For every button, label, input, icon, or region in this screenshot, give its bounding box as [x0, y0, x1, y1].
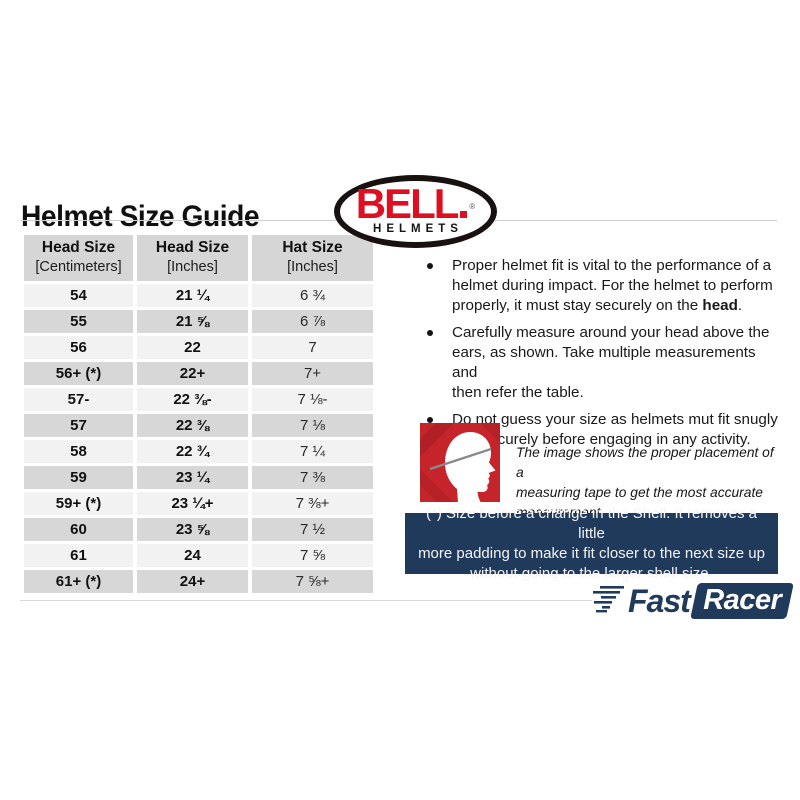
fast-racer-logo-racer: Racer: [703, 584, 782, 616]
column-header-head-size-in: Head Size [Inches]: [137, 235, 248, 281]
head-silhouette-icon: [420, 423, 500, 502]
size-table-cell: 7 ⅝+: [252, 570, 373, 593]
size-table-cell: 55: [24, 310, 133, 333]
bell-logo-subtext: HELMETS: [373, 222, 463, 235]
size-table-cell: 21 ¼: [137, 284, 248, 307]
registered-trademark-icon: ®: [469, 201, 476, 211]
size-table-cell: 7+: [252, 362, 373, 385]
size-table-cell: 61+ (*): [24, 570, 133, 593]
fit-tip-item: Proper helmet fit is vital to the perfor…: [419, 256, 785, 316]
size-table-cell: 57: [24, 414, 133, 437]
size-table-cell: 56: [24, 336, 133, 359]
shell-size-note: (*) Size before a change in the Shell. I…: [405, 505, 778, 582]
bell-logo-wordmark: BELL ®: [355, 179, 476, 227]
size-table-cell: 59: [24, 466, 133, 489]
head-measurement-image: [420, 423, 500, 502]
size-table: Head Size [Centimeters] Head Size [Inche…: [24, 235, 373, 593]
size-table-cell: 21 ⅝: [137, 310, 248, 333]
size-table-cell: 56+ (*): [24, 362, 133, 385]
size-table-cell: 7 ⅛-: [252, 388, 373, 411]
size-table-cell: 6 ¾: [252, 284, 373, 307]
bell-helmets-logo: BELL ® HELMETS: [334, 175, 497, 248]
size-table-cell: 54: [24, 284, 133, 307]
size-table-cell: 7 ½: [252, 518, 373, 541]
column-header-hat-size-in: Hat Size [Inches]: [252, 235, 373, 281]
size-table-cell: 22: [137, 336, 248, 359]
fit-tip-item: Do not guess your size as helmets mut fi…: [419, 410, 785, 450]
size-table-cell: 6 ⅞: [252, 310, 373, 333]
size-table-cell: 22 ⅜-: [137, 388, 248, 411]
footer-divider: [20, 600, 592, 601]
fit-tip-item: Carefully measure around your head above…: [419, 323, 785, 403]
fast-racer-logo-fast: Fast: [628, 583, 691, 619]
fit-tip-text: Carefully measure around your head above…: [452, 324, 770, 401]
size-table-cell: 58: [24, 440, 133, 463]
size-table-cell: 22 ¾: [137, 440, 248, 463]
fast-racer-logo: Fast Racer: [588, 581, 794, 621]
size-table-cell: 22+: [137, 362, 248, 385]
size-table-cell: 22 ⅜: [137, 414, 248, 437]
bullet-dot-icon: [427, 330, 433, 336]
size-table-cell: 7 ¼: [252, 440, 373, 463]
fast-racer-logo-box: Racer: [689, 583, 794, 619]
size-table-cell: 23 ⅝: [137, 518, 248, 541]
size-table-cell: 24: [137, 544, 248, 567]
figure-caption: The image shows the proper placement of …: [516, 444, 774, 520]
column-header-head-size-cm: Head Size [Centimeters]: [24, 235, 133, 281]
size-table-cell: 23 ¼: [137, 466, 248, 489]
fit-tip-text: Proper helmet fit is vital to the perfor…: [452, 257, 773, 314]
size-table-cell: 24+: [137, 570, 248, 593]
size-table-cell: 60: [24, 518, 133, 541]
speed-lines-icon: [593, 586, 624, 613]
bullet-dot-icon: [427, 263, 433, 269]
size-table-cell: 57-: [24, 388, 133, 411]
size-table-cell: 23 ¼+: [137, 492, 248, 515]
size-table-cell: 7 ⅜+: [252, 492, 373, 515]
size-table-cell: 7 ⅛: [252, 414, 373, 437]
size-table-cell: 59+ (*): [24, 492, 133, 515]
fit-tips-list: Proper helmet fit is vital to the perfor…: [419, 256, 785, 457]
page-title: Helmet Size Guide: [21, 200, 260, 234]
size-table-cell: 7 ⅝: [252, 544, 373, 567]
bullet-dot-icon: [427, 417, 433, 423]
fit-tip-text: Do not guess your size as helmets mut fi…: [452, 411, 778, 448]
size-table-cell: 7: [252, 336, 373, 359]
bell-period-mark: [460, 210, 468, 218]
size-table-cell: 61: [24, 544, 133, 567]
bell-logo-text: BELL: [355, 179, 460, 227]
size-table-cell: 7 ⅜: [252, 466, 373, 489]
